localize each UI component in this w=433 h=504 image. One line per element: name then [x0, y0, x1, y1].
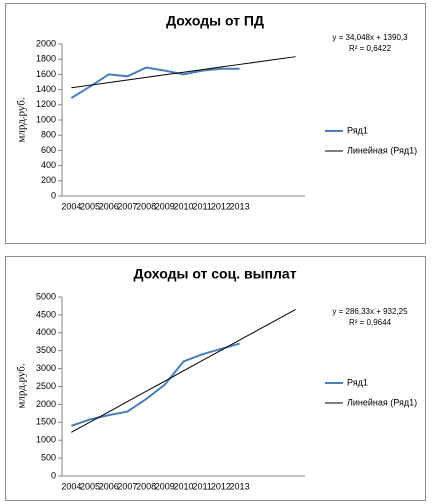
- r-squared: R² = 0,6422: [349, 44, 392, 53]
- y-tick-label: 3500: [36, 345, 56, 355]
- x-tick-label: 2005: [80, 201, 100, 211]
- x-tick-label: 2004: [61, 481, 81, 491]
- y-tick-label: 3000: [36, 363, 56, 373]
- x-tick-label: 2008: [136, 481, 156, 491]
- y-tick-label: 1000: [36, 435, 56, 445]
- x-tick-label: 2011: [193, 201, 212, 211]
- x-tick-label: 2006: [99, 481, 119, 491]
- y-tick-label: 5000: [36, 291, 56, 301]
- y-tick-label: 500: [41, 452, 56, 462]
- x-tick-label: 2004: [61, 201, 81, 211]
- chart-frame: [5, 3, 426, 244]
- legend-label: Линейная (Ряд1): [347, 397, 417, 407]
- y-axis-label: млрд.руб.: [16, 363, 28, 408]
- y-axis-label: млрд.руб.: [16, 97, 28, 142]
- y-tick-label: 0: [51, 470, 56, 480]
- y-tick-label: 200: [41, 175, 56, 185]
- y-tick-label: 4000: [36, 327, 56, 337]
- x-tick-label: 2013: [230, 201, 250, 211]
- x-tick-label: 2007: [117, 201, 137, 211]
- chart-frame: [5, 256, 426, 501]
- x-tick-label: 2006: [99, 201, 119, 211]
- y-tick-label: 0: [51, 190, 56, 200]
- y-tick-label: 600: [41, 145, 56, 155]
- y-tick-label: 1000: [36, 114, 56, 124]
- legend-label: Ряд1: [347, 377, 368, 387]
- legend-label: Линейная (Ряд1): [347, 145, 417, 155]
- x-tick-label: 2007: [117, 481, 137, 491]
- y-tick-label: 1400: [36, 84, 56, 94]
- x-tick-label: 2012: [211, 481, 231, 491]
- y-tick-label: 1500: [36, 417, 56, 427]
- x-tick-label: 2009: [155, 481, 175, 491]
- series-line: [71, 308, 296, 433]
- y-tick-label: 1600: [36, 69, 56, 79]
- x-tick-label: 2010: [173, 481, 193, 491]
- y-tick-label: 1800: [36, 54, 56, 64]
- series-line: [71, 56, 296, 89]
- r-squared: R² = 0,9644: [349, 318, 392, 327]
- y-tick-label: 1200: [36, 99, 56, 109]
- x-tick-label: 2005: [80, 481, 100, 491]
- chart-title: Доходы от соц. выплат: [133, 266, 296, 282]
- chart-title: Доходы от ПД: [166, 13, 264, 29]
- x-tick-label: 2013: [230, 481, 250, 491]
- series-line: [70, 66, 240, 99]
- x-tick-label: 2012: [211, 201, 231, 211]
- x-tick-label: 2009: [155, 201, 175, 211]
- y-tick-label: 400: [41, 160, 56, 170]
- equation: y = 34,048x + 1390,3: [332, 33, 408, 42]
- x-tick-label: 2010: [173, 201, 193, 211]
- x-tick-label: 2008: [136, 201, 156, 211]
- equation: y = 286,33x + 932,25: [332, 307, 408, 316]
- y-tick-label: 800: [41, 130, 56, 140]
- legend-label: Ряд1: [347, 125, 368, 135]
- x-tick-label: 2011: [193, 481, 212, 491]
- y-tick-label: 4500: [36, 309, 56, 319]
- y-tick-label: 2500: [36, 381, 56, 391]
- y-tick-label: 2000: [36, 38, 56, 48]
- y-tick-label: 2000: [36, 399, 56, 409]
